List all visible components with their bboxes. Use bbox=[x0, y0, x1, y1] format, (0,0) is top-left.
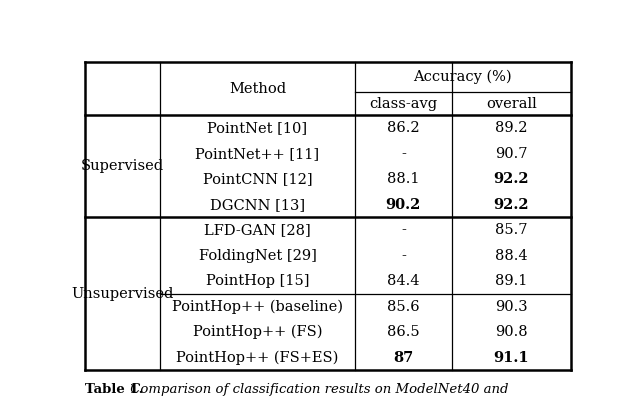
Text: 91.1: 91.1 bbox=[493, 351, 529, 365]
Text: Table 1.: Table 1. bbox=[85, 383, 143, 396]
Text: Method: Method bbox=[229, 82, 286, 96]
Text: 89.2: 89.2 bbox=[495, 121, 528, 135]
Text: FoldingNet [29]: FoldingNet [29] bbox=[198, 248, 316, 263]
Text: 84.4: 84.4 bbox=[387, 274, 420, 288]
Text: Unsupervised: Unsupervised bbox=[72, 287, 174, 301]
Text: Accuracy (%): Accuracy (%) bbox=[413, 70, 512, 84]
Text: PointHop++ (FS): PointHop++ (FS) bbox=[193, 325, 323, 339]
Text: PointHop++ (baseline): PointHop++ (baseline) bbox=[172, 299, 343, 314]
Text: PointNet [10]: PointNet [10] bbox=[207, 121, 308, 135]
Text: 88.4: 88.4 bbox=[495, 248, 528, 263]
Text: 92.2: 92.2 bbox=[493, 198, 529, 212]
Text: 85.7: 85.7 bbox=[495, 223, 528, 237]
Text: 87: 87 bbox=[393, 351, 413, 365]
Text: -: - bbox=[401, 223, 406, 237]
Text: LFD-GAN [28]: LFD-GAN [28] bbox=[204, 223, 311, 237]
Text: 90.7: 90.7 bbox=[495, 147, 528, 161]
Text: 86.2: 86.2 bbox=[387, 121, 420, 135]
Text: PointHop [15]: PointHop [15] bbox=[206, 274, 309, 288]
Text: overall: overall bbox=[486, 97, 537, 111]
Text: 92.2: 92.2 bbox=[493, 172, 529, 186]
Text: -: - bbox=[401, 248, 406, 263]
Text: class-avg: class-avg bbox=[369, 97, 437, 111]
Text: -: - bbox=[401, 147, 406, 161]
Text: 90.8: 90.8 bbox=[495, 325, 528, 339]
Text: Supervised: Supervised bbox=[81, 160, 164, 173]
Text: PointCNN [12]: PointCNN [12] bbox=[203, 172, 312, 186]
Text: PointHop++ (FS+ES): PointHop++ (FS+ES) bbox=[177, 351, 339, 365]
Text: 89.1: 89.1 bbox=[495, 274, 528, 288]
Text: 90.2: 90.2 bbox=[386, 198, 421, 212]
Text: PointNet++ [11]: PointNet++ [11] bbox=[195, 147, 319, 161]
Text: DGCNN [13]: DGCNN [13] bbox=[210, 198, 305, 212]
Text: 85.6: 85.6 bbox=[387, 300, 420, 314]
Text: 88.1: 88.1 bbox=[387, 172, 420, 186]
Text: 90.3: 90.3 bbox=[495, 300, 528, 314]
Text: 86.5: 86.5 bbox=[387, 325, 420, 339]
Text: Comparison of classification results on ModelNet40 and: Comparison of classification results on … bbox=[125, 383, 508, 396]
